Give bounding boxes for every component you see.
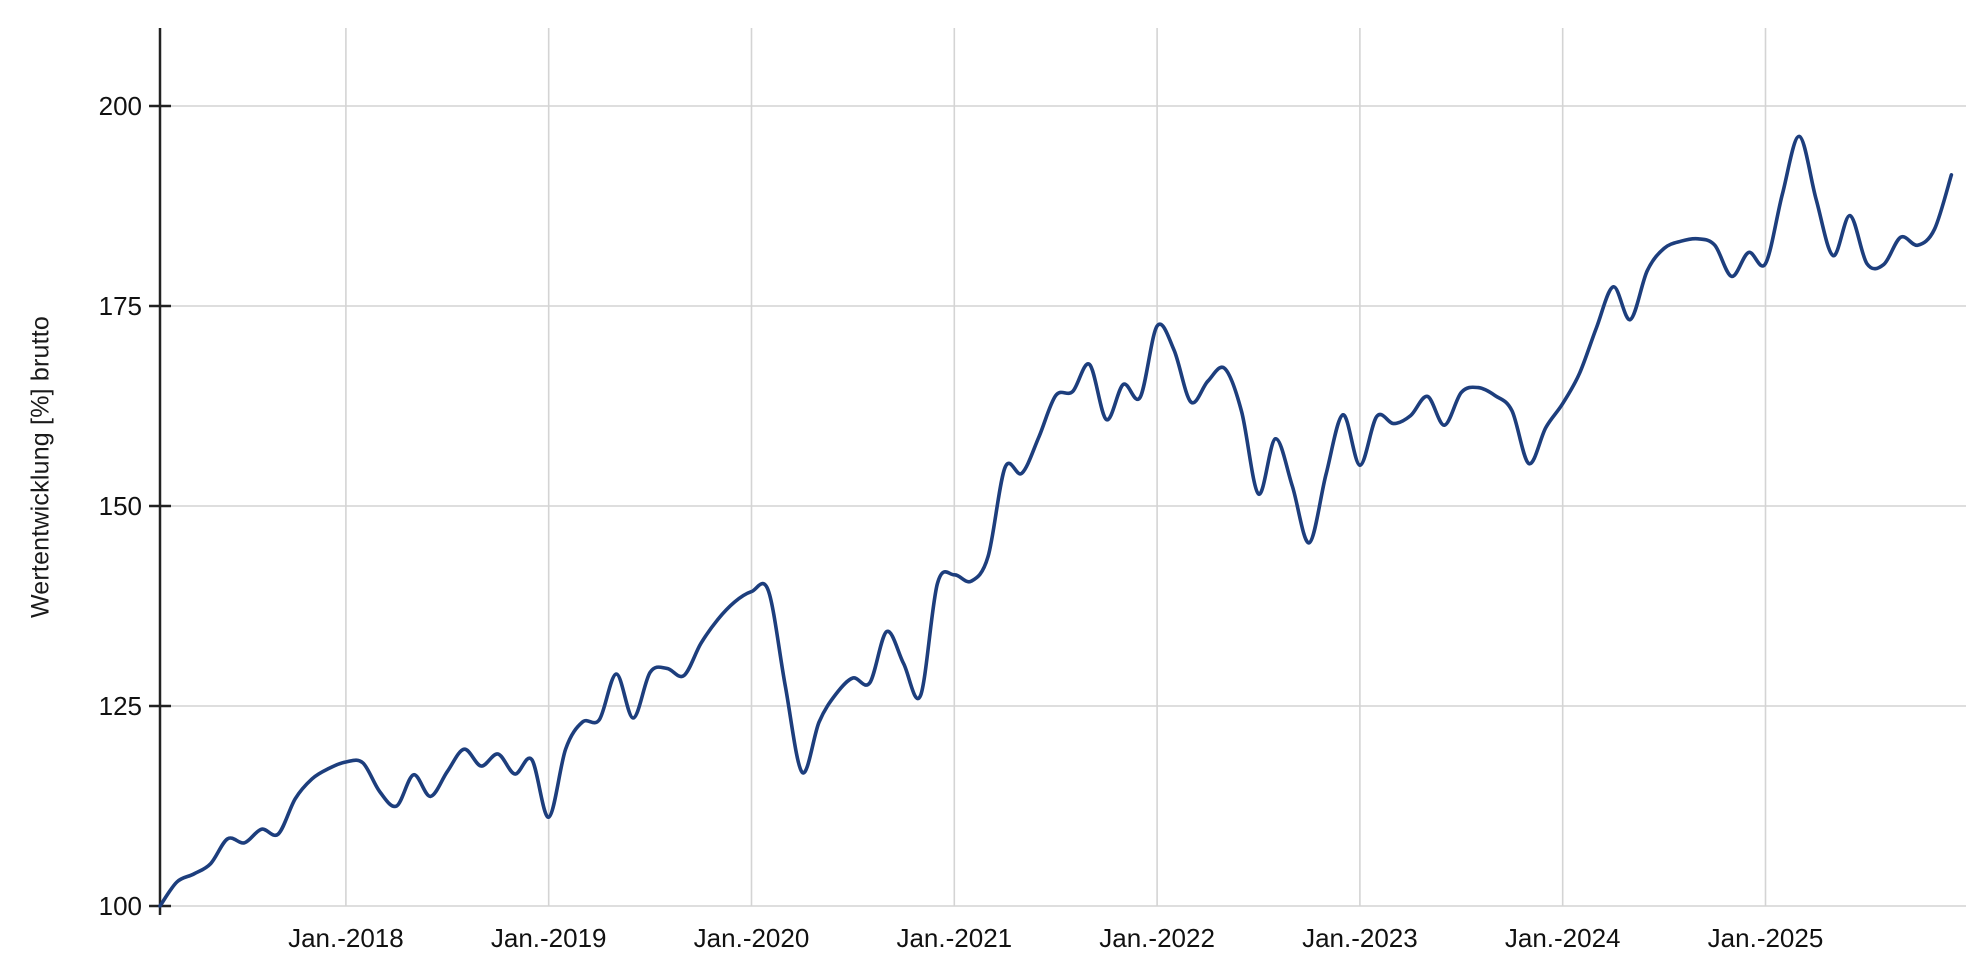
y-tick-label: 125	[99, 691, 142, 721]
performance-line	[158, 134, 1954, 908]
plot-area[interactable]	[160, 28, 1966, 906]
x-tick-label: Jan.-2020	[694, 923, 810, 953]
y-axis-title: Wertentwicklung [%] brutto	[26, 315, 55, 619]
gridlines	[160, 28, 1966, 907]
y-tick-label: 175	[99, 291, 142, 321]
y-tick-label: 200	[99, 91, 142, 121]
y-tick-label: 100	[99, 891, 142, 921]
axis-labels: 100 125 150 175 200 Jan.-2018 Jan.-2019 Jan.-20…	[99, 91, 1824, 953]
x-tick-label: Jan.-2022	[1099, 923, 1215, 953]
x-tick-label: Jan.-2019	[491, 923, 607, 953]
x-tick-label: Jan.-2024	[1505, 923, 1621, 953]
x-tick-label: Jan.-2023	[1302, 923, 1418, 953]
y-tick-label: 150	[99, 491, 142, 521]
x-tick-label: Jan.-2025	[1708, 923, 1824, 953]
x-tick-label: Jan.-2021	[896, 923, 1012, 953]
x-tick-label: Jan.-2018	[288, 923, 404, 953]
